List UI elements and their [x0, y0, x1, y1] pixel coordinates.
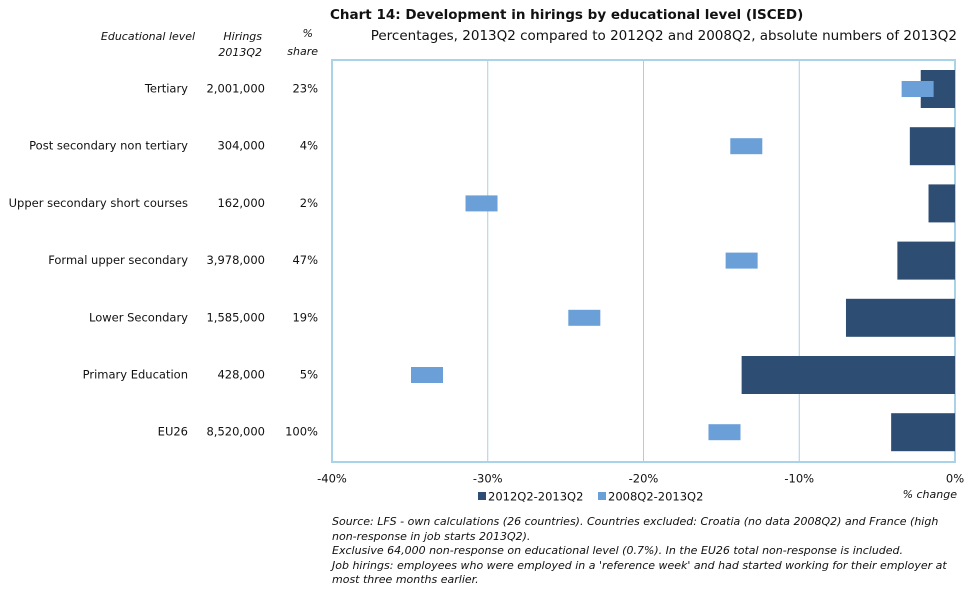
share-value: 100%: [285, 425, 318, 439]
category-label: EU26: [158, 425, 188, 439]
marker: [568, 309, 601, 326]
chart: Chart 14: Development in hirings by educ…: [9, 7, 964, 504]
note: Job hirings: employees who were employed…: [332, 558, 947, 587]
marker: [725, 252, 758, 269]
column-header: %: [303, 27, 313, 40]
legend-label: 2012Q2-2013Q2: [488, 490, 583, 504]
marker: [465, 195, 498, 212]
hirings-value: 162,000: [217, 196, 265, 210]
column-header: Hirings: [223, 30, 262, 43]
column-header: Educational level: [101, 30, 195, 43]
column-header: 2013Q2: [218, 46, 262, 59]
x-tick-label: -40%: [317, 472, 347, 486]
category-label: Lower Secondary: [89, 310, 188, 324]
hirings-value: 3,978,000: [206, 253, 265, 267]
column-header: share: [287, 45, 318, 58]
hirings-value: 1,585,000: [206, 310, 265, 324]
bar: [845, 298, 955, 337]
marker: [730, 138, 763, 155]
marker: [411, 367, 444, 383]
share-value: 19%: [292, 310, 318, 324]
share-value: 4%: [300, 139, 318, 153]
share-value: 47%: [292, 253, 318, 267]
share-value: 23%: [292, 82, 318, 96]
category-label: Formal upper secondary: [48, 253, 188, 267]
hirings-value: 428,000: [217, 368, 265, 382]
category-label: Post secondary non tertiary: [29, 139, 188, 153]
bar: [891, 413, 955, 452]
hirings-value: 304,000: [217, 139, 265, 153]
hirings-value: 2,001,000: [206, 82, 265, 96]
category-label: Tertiary: [144, 82, 188, 96]
marker: [708, 424, 741, 441]
legend-swatch: [598, 492, 606, 500]
category-label: Upper secondary short courses: [9, 196, 188, 210]
legend-swatch: [478, 492, 486, 500]
notes: Source: LFS - own calculations (26 count…: [332, 515, 957, 588]
x-axis-label: % change: [903, 488, 958, 501]
category-label: Primary Education: [83, 368, 188, 382]
bar: [897, 241, 955, 280]
x-tick-label: -20%: [629, 472, 659, 486]
hirings-value: 8,520,000: [206, 425, 265, 439]
note: Source: LFS - own calculations (26 count…: [332, 515, 939, 543]
share-value: 2%: [300, 196, 318, 210]
chart-title: Chart 14: Development in hirings by educ…: [330, 7, 803, 23]
x-tick-label: -30%: [473, 472, 503, 486]
bar: [741, 356, 955, 394]
marker: [901, 81, 934, 97]
x-tick-label: -10%: [784, 472, 814, 486]
legend-label: 2008Q2-2013Q2: [608, 490, 703, 504]
bar: [928, 184, 955, 223]
bar: [909, 127, 955, 166]
x-tick-label: 0%: [946, 472, 964, 486]
share-value: 5%: [300, 368, 318, 382]
chart-subtitle: Percentages, 2013Q2 compared to 2012Q2 a…: [371, 28, 957, 44]
note: Exclusive 64,000 non-response on educati…: [332, 544, 904, 557]
